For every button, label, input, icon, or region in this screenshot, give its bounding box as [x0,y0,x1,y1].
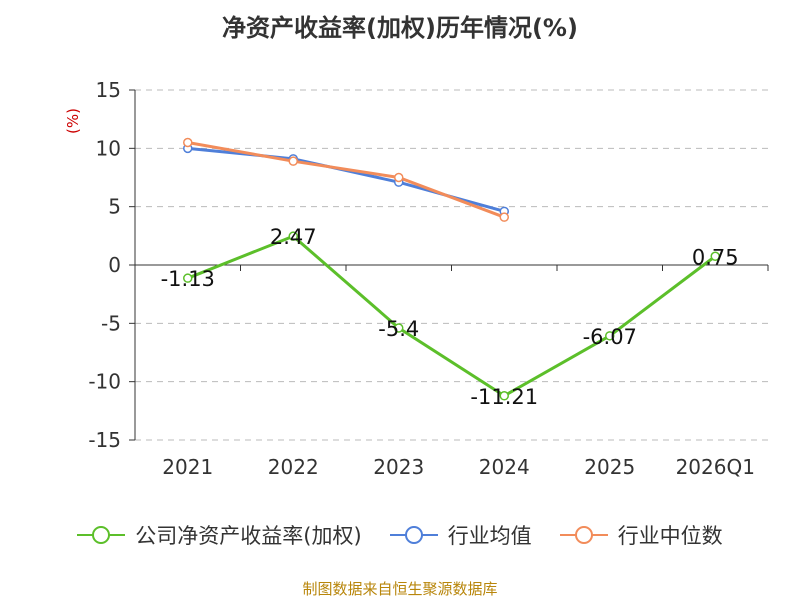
y-tick-label: 10 [96,136,121,160]
y-tick-label: -5 [101,311,121,335]
legend: 公司净资产收益率(加权) 行业均值 行业中位数 [0,520,800,550]
data-point [183,137,193,148]
y-tick-label: 15 [96,78,121,102]
data-point [710,251,720,261]
legend-swatch-company [77,526,126,544]
axes: 15 10 5 0 -5 -10 -15 2021 2022 2023 2024 2025 2026Q1 [88,78,769,479]
y-tick-label: -15 [88,428,121,452]
data-label: -11.21 [470,385,538,409]
data-point [499,391,509,401]
legend-swatch-industry-mean [389,526,438,544]
series-line [187,234,717,398]
x-tick-label: 2024 [479,455,530,479]
data-labels: -1.13 2.47 -5.4 -11.21 -6.07 0.75 [161,225,739,409]
series-lines [183,137,720,401]
data-source-note: 制图数据来自恒生聚源数据库 [302,580,498,598]
data-label: 2.47 [270,225,317,249]
x-tick-label: 2026Q1 [676,455,755,479]
data-label: -6.07 [583,325,637,349]
legend-label-industry-median: 行业中位数 [617,524,723,548]
legend-swatch-industry-median [559,526,608,544]
legend-item-industry-median[interactable]: 行业中位数 [559,520,723,550]
data-label: -1.13 [161,267,215,291]
data-point [499,212,509,222]
x-tick-label: 2023 [373,455,424,479]
series-line [187,146,505,213]
legend-label-industry-mean: 行业均值 [447,524,532,548]
data-point [605,331,615,341]
legend-item-company[interactable]: 公司净资产收益率(加权) [77,520,362,550]
y-tick-label: -10 [88,370,121,394]
y-tick-label: 0 [108,253,121,277]
series-line [187,141,505,219]
x-tick-label: 2021 [162,455,213,479]
data-point [394,323,404,333]
data-label: -5.4 [378,317,419,341]
legend-item-industry-mean[interactable]: 行业均值 [389,520,532,550]
data-point [394,172,404,183]
x-tick-label: 2022 [268,455,319,479]
chart-title: 净资产收益率(加权)历年情况(%) [222,14,578,42]
y-tick-label: 5 [108,195,121,219]
data-point [288,156,298,166]
data-label: 0.75 [692,245,739,269]
data-point [288,231,298,241]
x-tick-label: 2025 [584,455,635,479]
legend-label-company: 公司净资产收益率(加权) [135,524,362,548]
data-point [183,273,193,283]
